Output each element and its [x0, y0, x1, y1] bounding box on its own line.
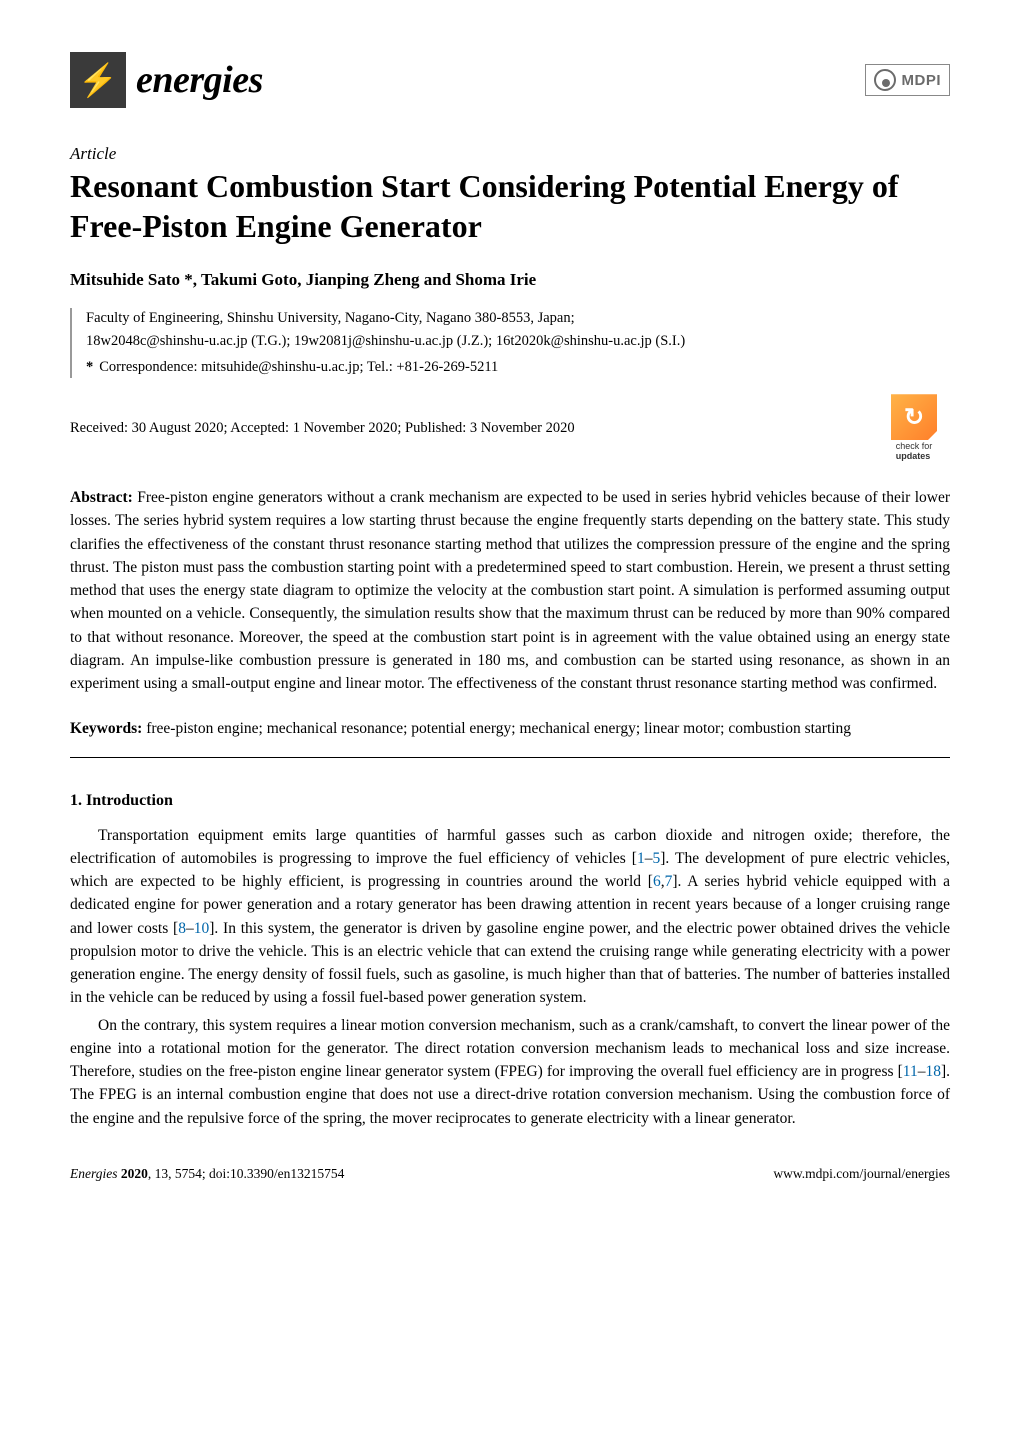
citation-8[interactable]: 8	[178, 920, 186, 937]
abstract-text: Free-piston engine generators without a …	[70, 489, 950, 692]
footer-year: 2020	[121, 1166, 148, 1181]
citation-1[interactable]: 1	[637, 850, 645, 867]
footer-url[interactable]: www.mdpi.com/journal/energies	[773, 1166, 950, 1182]
updates-arrow-icon: ↻	[891, 394, 937, 440]
citation-10[interactable]: 10	[194, 920, 210, 937]
citation-11[interactable]: 11	[903, 1063, 918, 1080]
page-container: ⚡ energies MDPI Article Resonant Combust…	[0, 0, 1020, 1222]
abstract: Abstract: Free-piston engine generators …	[70, 486, 950, 695]
mdpi-logo: MDPI	[865, 64, 951, 96]
p2-text-a: On the contrary, this system requires a …	[70, 1017, 950, 1081]
bolt-icon: ⚡	[78, 61, 118, 99]
citation-18[interactable]: 18	[925, 1063, 941, 1080]
updates-line2: updates	[896, 451, 931, 461]
energies-logo-icon: ⚡	[70, 52, 126, 108]
footer-journal: Energies	[70, 1166, 121, 1181]
correspondence: * Correspondence: mitsuhide@shinshu-u.ac…	[86, 357, 950, 379]
intro-para-2: On the contrary, this system requires a …	[70, 1014, 950, 1130]
mdpi-text: MDPI	[902, 72, 942, 89]
journal-name: energies	[136, 58, 263, 102]
affiliation-line1: Faculty of Engineering, Shinshu Universi…	[86, 308, 950, 330]
article-title: Resonant Combustion Start Considering Po…	[70, 166, 950, 246]
correspondence-text: Correspondence: mitsuhide@shinshu-u.ac.j…	[99, 357, 498, 379]
intro-para-1: Transportation equipment emits large qua…	[70, 824, 950, 1010]
keywords: Keywords: free-piston engine; mechanical…	[70, 717, 950, 740]
citation-6[interactable]: 6	[653, 873, 661, 890]
article-type: Article	[70, 144, 950, 164]
correspondence-star: *	[86, 357, 93, 379]
updates-line1: check for	[896, 441, 933, 451]
page-footer: Energies 2020, 13, 5754; doi:10.3390/en1…	[70, 1166, 950, 1182]
footer-doi: , 13, 5754; doi:10.3390/en13215754	[148, 1166, 345, 1181]
affiliation-line2: 18w2048c@shinshu-u.ac.jp (T.G.); 19w2081…	[86, 331, 950, 353]
section-heading-intro: 1. Introduction	[70, 792, 950, 810]
abstract-label: Abstract:	[70, 489, 133, 506]
footer-left: Energies 2020, 13, 5754; doi:10.3390/en1…	[70, 1166, 344, 1182]
keywords-label: Keywords:	[70, 720, 142, 737]
dates-text: Received: 30 August 2020; Accepted: 1 No…	[70, 420, 575, 437]
p1-dash2: –	[186, 920, 194, 937]
mdpi-circle-icon	[874, 69, 896, 91]
divider	[70, 757, 950, 758]
affiliation-block: Faculty of Engineering, Shinshu Universi…	[70, 308, 950, 378]
journal-logo: ⚡ energies	[70, 52, 263, 108]
authors-list: Mitsuhide Sato *, Takumi Goto, Jianping …	[70, 270, 950, 290]
check-updates-badge[interactable]: ↻ check for updates	[878, 394, 950, 462]
dates-row: Received: 30 August 2020; Accepted: 1 No…	[70, 394, 950, 462]
updates-text: check for updates	[896, 442, 933, 462]
keywords-text: free-piston engine; mechanical resonance…	[142, 720, 851, 737]
header-row: ⚡ energies MDPI	[70, 52, 950, 108]
